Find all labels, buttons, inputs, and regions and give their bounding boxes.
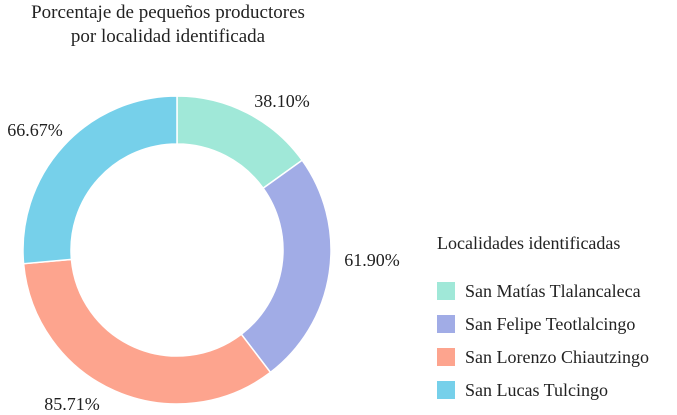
donut-slice-3 (22, 258, 272, 405)
donut-slices (22, 95, 332, 405)
legend-label-2: San Felipe Teotlalcingo (465, 314, 635, 334)
chart-title-line-1: Porcentaje de pequeños productores (31, 2, 305, 23)
legend-label-4: San Lucas Tulcingo (465, 380, 608, 400)
slice-label-4: 66.67% (7, 120, 63, 140)
legend-swatch-4 (437, 381, 455, 399)
chart-title: Porcentaje de pequeños productores por l… (31, 2, 305, 47)
legend-title: Localidades identificadas (437, 233, 620, 253)
legend-swatch-1 (437, 282, 455, 300)
legend-label-3: San Lorenzo Chiautzingo (465, 347, 649, 367)
donut-slice-2 (240, 159, 332, 374)
chart-title-line-2: por localidad identificada (71, 26, 266, 47)
legend-swatch-3 (437, 348, 455, 366)
slice-label-3: 85.71% (44, 394, 100, 414)
legend-label-1: San Matías Tlalancaleca (465, 281, 641, 301)
legend-swatch-2 (437, 315, 455, 333)
slice-label-2: 61.90% (344, 250, 400, 270)
slice-labels: 38.10% 61.90% 85.71% 66.67% (7, 91, 400, 414)
legend: Localidades identificadas San Matías Tla… (437, 233, 649, 400)
donut-slice-4 (22, 95, 178, 265)
slice-label-1: 38.10% (254, 91, 310, 111)
